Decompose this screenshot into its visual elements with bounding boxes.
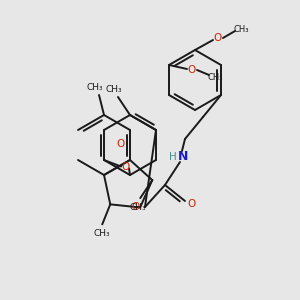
Text: O: O xyxy=(121,163,129,172)
Text: O: O xyxy=(213,33,221,43)
Text: O: O xyxy=(187,65,195,75)
Text: CH₃: CH₃ xyxy=(106,85,122,94)
Text: O: O xyxy=(131,202,139,212)
Text: CH₃: CH₃ xyxy=(94,229,111,238)
Text: CH₃: CH₃ xyxy=(233,25,249,34)
Text: O: O xyxy=(188,199,196,209)
Text: CH₃: CH₃ xyxy=(87,82,103,91)
Text: CH₃: CH₃ xyxy=(130,202,147,211)
Text: CH₃: CH₃ xyxy=(207,74,223,82)
Text: N: N xyxy=(178,151,188,164)
Text: H: H xyxy=(169,152,177,162)
Text: O: O xyxy=(116,139,124,149)
